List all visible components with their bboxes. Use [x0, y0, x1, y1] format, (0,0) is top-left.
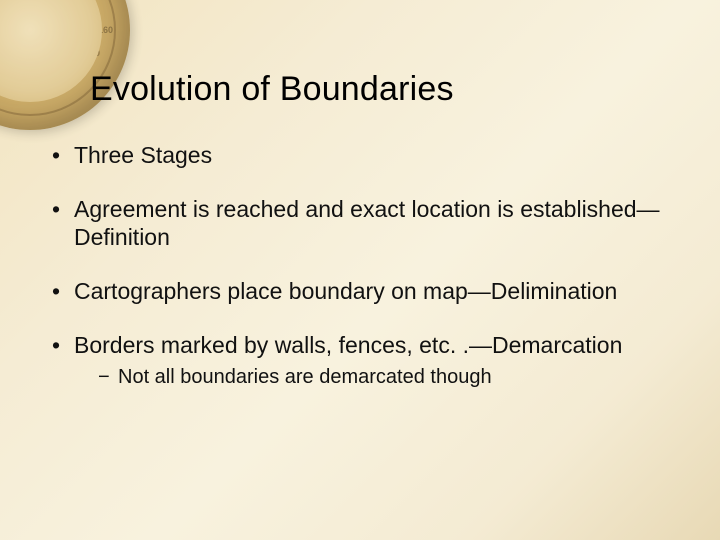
bullet-text: Three Stages — [74, 142, 212, 168]
bullet-item: Agreement is reached and exact location … — [40, 195, 680, 251]
bullet-item: Borders marked by walls, fences, etc. .—… — [40, 331, 680, 390]
sub-bullet-item: Not all boundaries are demarcated though — [98, 365, 680, 390]
sub-bullet-text: Not all boundaries are demarcated though — [118, 366, 492, 388]
bullet-text: Borders marked by walls, fences, etc. .—… — [74, 332, 622, 358]
bullet-list: Three Stages Agreement is reached and ex… — [40, 141, 680, 390]
sub-bullet-list: Not all boundaries are demarcated though — [74, 365, 680, 390]
bullet-text: Cartographers place boundary on map—Deli… — [74, 278, 617, 304]
slide-title: Evolution of Boundaries — [90, 70, 680, 109]
bullet-item: Cartographers place boundary on map—Deli… — [40, 277, 680, 305]
slide-container: Evolution of Boundaries Three Stages Agr… — [0, 0, 720, 540]
bullet-item: Three Stages — [40, 141, 680, 169]
bullet-text: Agreement is reached and exact location … — [74, 196, 660, 250]
